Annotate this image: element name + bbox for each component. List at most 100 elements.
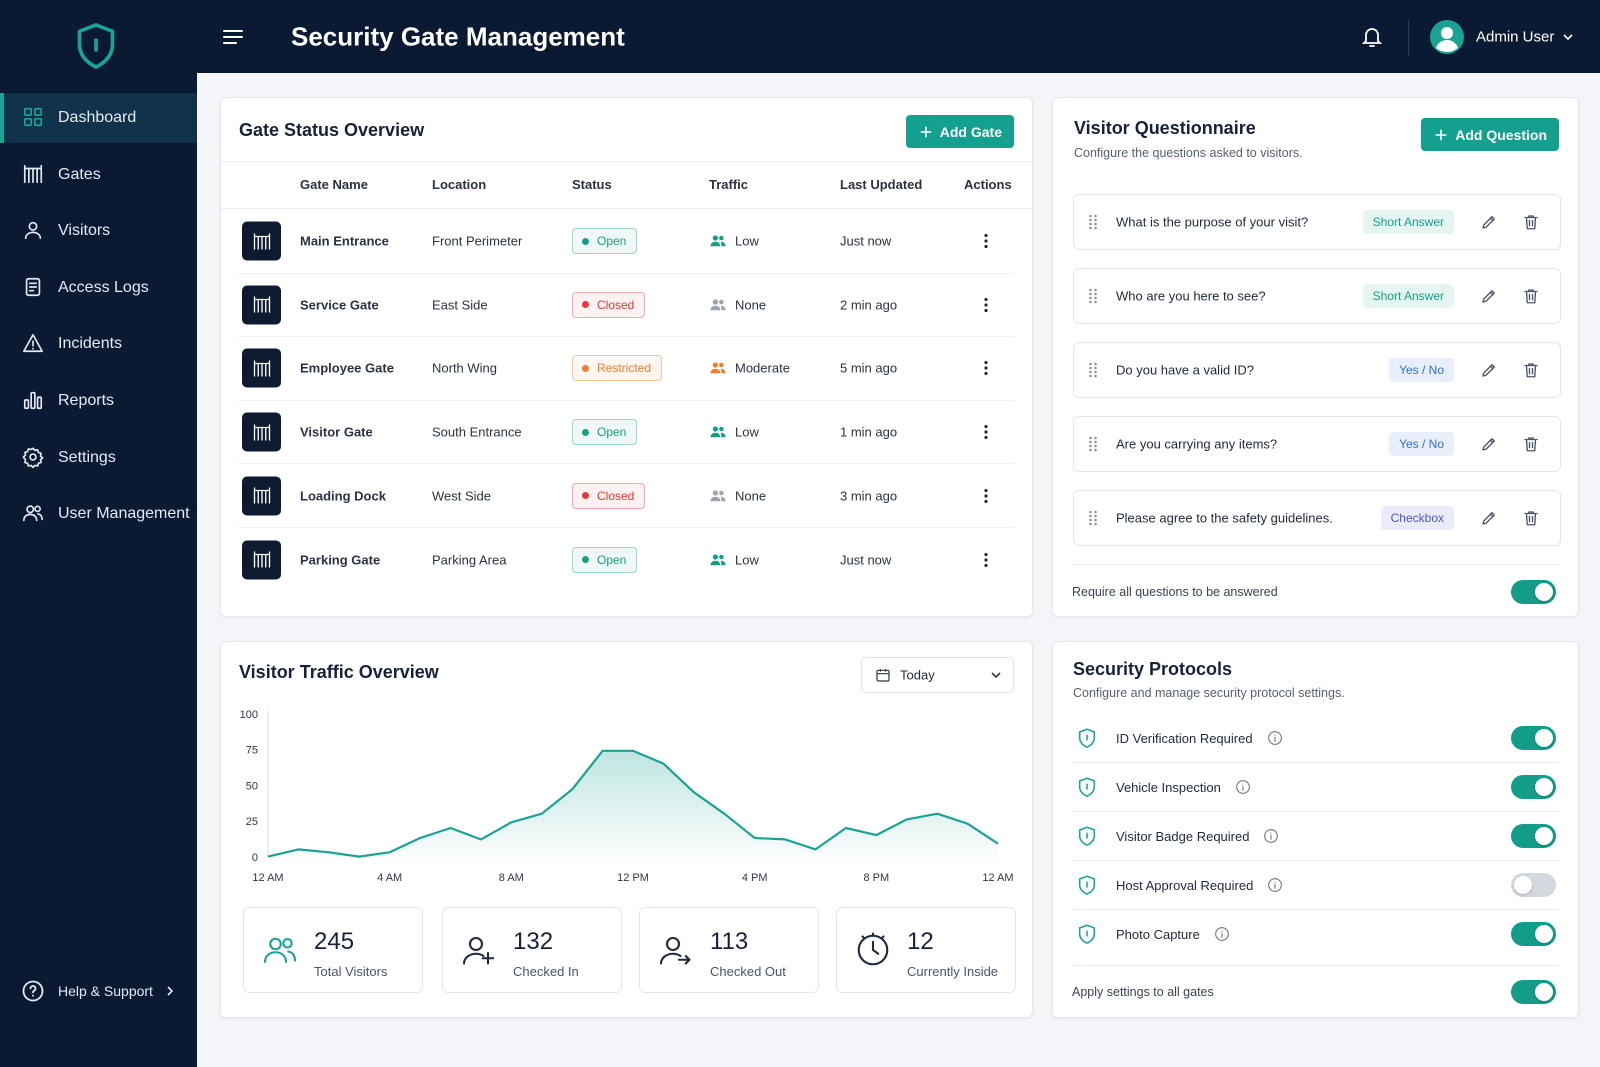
notifications[interactable]: [1360, 25, 1384, 49]
drag-handle[interactable]: [1088, 362, 1098, 378]
icon-part: [719, 554, 724, 560]
shield-icon: [1076, 727, 1098, 749]
delete-button[interactable]: [1522, 361, 1540, 379]
icon-part: [710, 299, 726, 311]
nav-item[interactable]: Incidents: [0, 319, 197, 369]
protocol-label-group: Vehicle Inspection: [1076, 776, 1251, 798]
toggle[interactable]: [1511, 873, 1556, 897]
chevron: [167, 986, 174, 996]
toggle[interactable]: [1511, 726, 1556, 750]
edit-button[interactable]: [1480, 509, 1498, 527]
row-actions[interactable]: [983, 360, 989, 376]
button-icon: [918, 124, 934, 140]
nav-item[interactable]: Dashboard: [0, 93, 197, 143]
icon-part: [29, 985, 37, 997]
add-question-button[interactable]: Add Question: [1421, 118, 1559, 151]
x-tick-label: 8 AM: [499, 872, 524, 884]
table-row: Visitor Gate South Entrance Open Low 1 min a…: [239, 401, 1014, 465]
stat-label: Currently Inside: [907, 964, 999, 979]
gate-location: Parking Area: [432, 552, 507, 568]
range-select[interactable]: Today: [861, 657, 1014, 693]
divider: [1073, 811, 1559, 812]
toggle[interactable]: [1511, 580, 1556, 604]
icon-part: [1094, 374, 1097, 378]
info-icon[interactable]: [1267, 877, 1283, 893]
drag-handle[interactable]: [1088, 288, 1098, 304]
nav-item[interactable]: Visitors: [0, 206, 197, 256]
icon-part: [712, 426, 718, 432]
traffic-icon: [709, 551, 727, 569]
row-actions[interactable]: [983, 552, 989, 568]
nav-item[interactable]: Gates: [0, 150, 197, 200]
drag-handle[interactable]: [1088, 510, 1098, 526]
status-dot: [582, 492, 589, 500]
row-actions[interactable]: [983, 488, 989, 504]
toggle[interactable]: [1511, 775, 1556, 799]
help-icon: [22, 980, 44, 1002]
nav-item[interactable]: Reports: [0, 376, 197, 426]
row-actions[interactable]: [983, 424, 989, 440]
gate-location: North Wing: [432, 360, 498, 376]
icon-part: [659, 936, 691, 965]
icon-part: [984, 558, 988, 562]
icon-part: [1489, 439, 1494, 444]
delete-button[interactable]: [1522, 213, 1540, 231]
edit-button[interactable]: [1480, 213, 1498, 231]
info-icon[interactable]: [1214, 926, 1230, 942]
row-actions[interactable]: [983, 297, 989, 313]
user-name[interactable]: Admin User: [1476, 28, 1555, 45]
icon-part: [1089, 436, 1097, 452]
toggle[interactable]: [1511, 980, 1556, 1004]
nav-item[interactable]: Access Logs: [0, 263, 197, 313]
toggle[interactable]: [1511, 824, 1556, 848]
row-actions[interactable]: [983, 233, 989, 249]
menu-button[interactable]: [223, 29, 243, 45]
user-menu-chevron[interactable]: [1562, 31, 1574, 43]
icon-part: [1094, 444, 1097, 448]
traffic-icon: [709, 296, 727, 314]
icon-part: [1214, 927, 1229, 941]
icon-part: [1078, 826, 1096, 846]
edit-button[interactable]: [1480, 287, 1498, 305]
add-gate-button[interactable]: Add Gate: [905, 115, 1014, 148]
icon-part: [1089, 218, 1092, 222]
help-link[interactable]: Help & Support: [0, 976, 197, 1006]
column-header: Status: [572, 177, 612, 192]
last-updated: 2 min ago: [840, 297, 898, 313]
icon-part: [1089, 222, 1092, 226]
toggle[interactable]: [1511, 922, 1556, 946]
icon-part: [1524, 289, 1538, 304]
protocols-card: Security Protocols Configure and manage …: [1052, 641, 1579, 1018]
nav-item[interactable]: User Management: [0, 489, 197, 539]
icon-part: [253, 487, 270, 504]
icon-part: [25, 277, 41, 296]
button-label: Add Gate: [939, 123, 1002, 140]
info-icon[interactable]: [1235, 779, 1251, 795]
delete-button[interactable]: [1522, 509, 1540, 527]
question-item: Do you have a valid ID? Yes / No: [1073, 342, 1561, 398]
apply-label: Apply settings to all gates: [1072, 985, 1214, 999]
drag-handle[interactable]: [1088, 214, 1098, 230]
icon-part: [253, 296, 270, 314]
avatar[interactable]: [1430, 19, 1464, 54]
icon-part: [253, 423, 270, 441]
nav-item[interactable]: Settings: [0, 433, 197, 483]
drag-handle[interactable]: [1088, 436, 1098, 452]
delete-button[interactable]: [1522, 435, 1540, 453]
info-icon[interactable]: [1267, 730, 1283, 746]
delete-button[interactable]: [1522, 287, 1540, 305]
icon-part: [991, 672, 1001, 679]
button-icon: [1433, 127, 1449, 143]
icon-part: [1078, 826, 1096, 846]
edit-button[interactable]: [1480, 361, 1498, 379]
icon-part: [1524, 215, 1538, 230]
icon-part: [23, 334, 43, 353]
icon-part: [1078, 728, 1096, 748]
icon-part: [721, 305, 726, 311]
column-header: Gate Name: [300, 177, 368, 192]
nav-icon: [22, 219, 44, 243]
shield-icon: [1076, 776, 1098, 798]
info-icon[interactable]: [1263, 828, 1279, 844]
icon-part: [920, 126, 932, 137]
edit-button[interactable]: [1480, 435, 1498, 453]
